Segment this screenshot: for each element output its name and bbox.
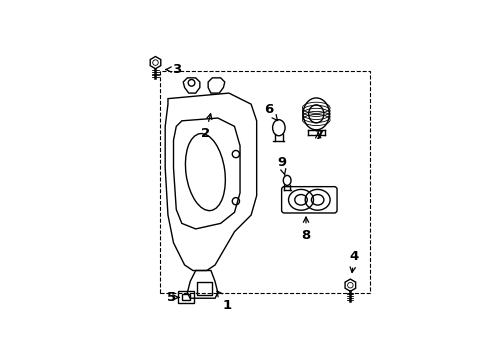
- Text: 1: 1: [217, 291, 232, 312]
- Text: 2: 2: [201, 114, 212, 140]
- Bar: [160, 71, 370, 293]
- Text: 4: 4: [350, 249, 359, 273]
- Bar: [182, 293, 191, 300]
- Text: 3: 3: [166, 63, 181, 76]
- Bar: [197, 282, 212, 296]
- Text: 6: 6: [264, 103, 278, 121]
- Text: 8: 8: [301, 217, 311, 242]
- Text: 7: 7: [314, 129, 323, 142]
- Text: 5: 5: [167, 291, 179, 304]
- Bar: [178, 291, 194, 303]
- Text: 9: 9: [277, 157, 286, 175]
